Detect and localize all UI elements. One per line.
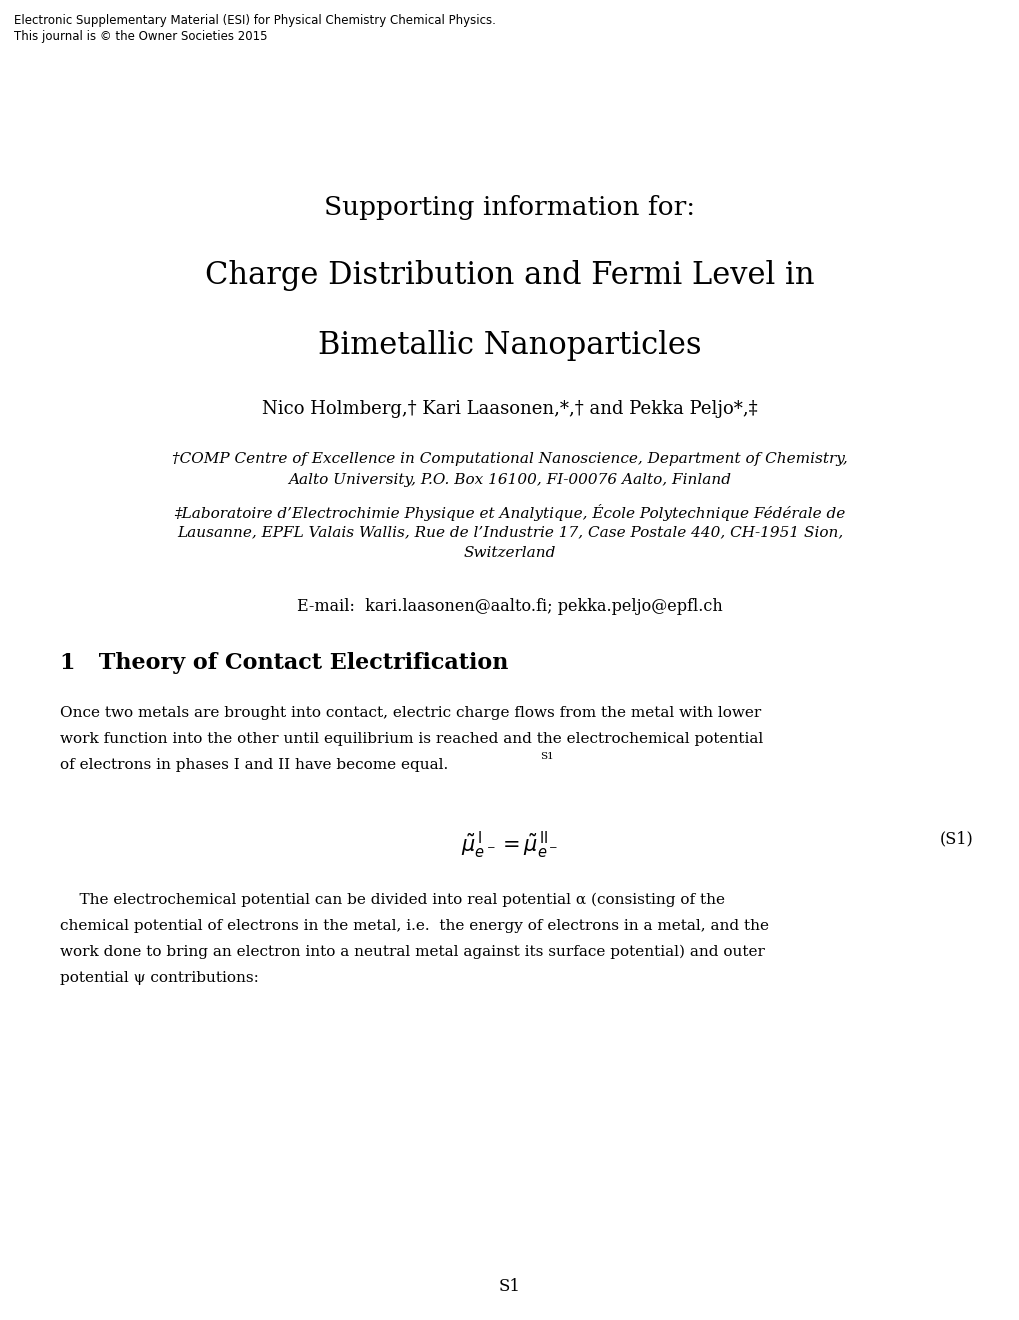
Text: This journal is © the Owner Societies 2015: This journal is © the Owner Societies 20… bbox=[14, 30, 267, 44]
Text: Nico Holmberg,† Kari Laasonen,*,† and Pekka Peljo*,‡: Nico Holmberg,† Kari Laasonen,*,† and Pe… bbox=[262, 400, 757, 418]
Text: 1   Theory of Contact Electrification: 1 Theory of Contact Electrification bbox=[60, 652, 507, 675]
Text: potential ψ contributions:: potential ψ contributions: bbox=[60, 972, 259, 985]
Text: Aalto University, P.O. Box 16100, FI-00076 Aalto, Finland: Aalto University, P.O. Box 16100, FI-000… bbox=[288, 473, 731, 487]
Text: E-mail:  kari.laasonen@aalto.fi; pekka.peljo@epfl.ch: E-mail: kari.laasonen@aalto.fi; pekka.pe… bbox=[297, 598, 722, 615]
Text: S1: S1 bbox=[498, 1278, 521, 1295]
Text: Supporting information for:: Supporting information for: bbox=[324, 195, 695, 220]
Text: of electrons in phases I and II have become equal.: of electrons in phases I and II have bec… bbox=[60, 758, 447, 772]
Text: Lausanne, EPFL Valais Wallis, Rue de l’Industrie 17, Case Postale 440, CH-1951 S: Lausanne, EPFL Valais Wallis, Rue de l’I… bbox=[176, 525, 843, 539]
Text: Charge Distribution and Fermi Level in: Charge Distribution and Fermi Level in bbox=[205, 260, 814, 290]
Text: The electrochemical potential can be divided into real potential α (consisting o: The electrochemical potential can be div… bbox=[60, 894, 725, 907]
Text: Once two metals are brought into contact, electric charge flows from the metal w: Once two metals are brought into contact… bbox=[60, 706, 760, 719]
Text: Electronic Supplementary Material (ESI) for Physical Chemistry Chemical Physics.: Electronic Supplementary Material (ESI) … bbox=[14, 15, 495, 26]
Text: $\tilde{\mu}_{e^-}^{\,\mathrm{I}} = \tilde{\mu}_{e^-}^{\,\mathrm{II}}$: $\tilde{\mu}_{e^-}^{\,\mathrm{I}} = \til… bbox=[461, 830, 558, 861]
Text: work function into the other until equilibrium is reached and the electrochemica: work function into the other until equil… bbox=[60, 733, 762, 746]
Text: work done to bring an electron into a neutral metal against its surface potentia: work done to bring an electron into a ne… bbox=[60, 945, 764, 960]
Text: ‡Laboratoire d’Electrochimie Physique et Analytique, École Polytechnique Fédéral: ‡Laboratoire d’Electrochimie Physique et… bbox=[174, 504, 845, 521]
Text: Bimetallic Nanoparticles: Bimetallic Nanoparticles bbox=[318, 330, 701, 360]
Text: (S1): (S1) bbox=[940, 830, 973, 847]
Text: Switzerland: Switzerland bbox=[464, 546, 555, 560]
Text: S1: S1 bbox=[539, 752, 553, 762]
Text: †COMP Centre of Excellence in Computational Nanoscience, Department of Chemistry: †COMP Centre of Excellence in Computatio… bbox=[172, 451, 847, 466]
Text: chemical potential of electrons in the metal, i.e.  the energy of electrons in a: chemical potential of electrons in the m… bbox=[60, 919, 768, 933]
